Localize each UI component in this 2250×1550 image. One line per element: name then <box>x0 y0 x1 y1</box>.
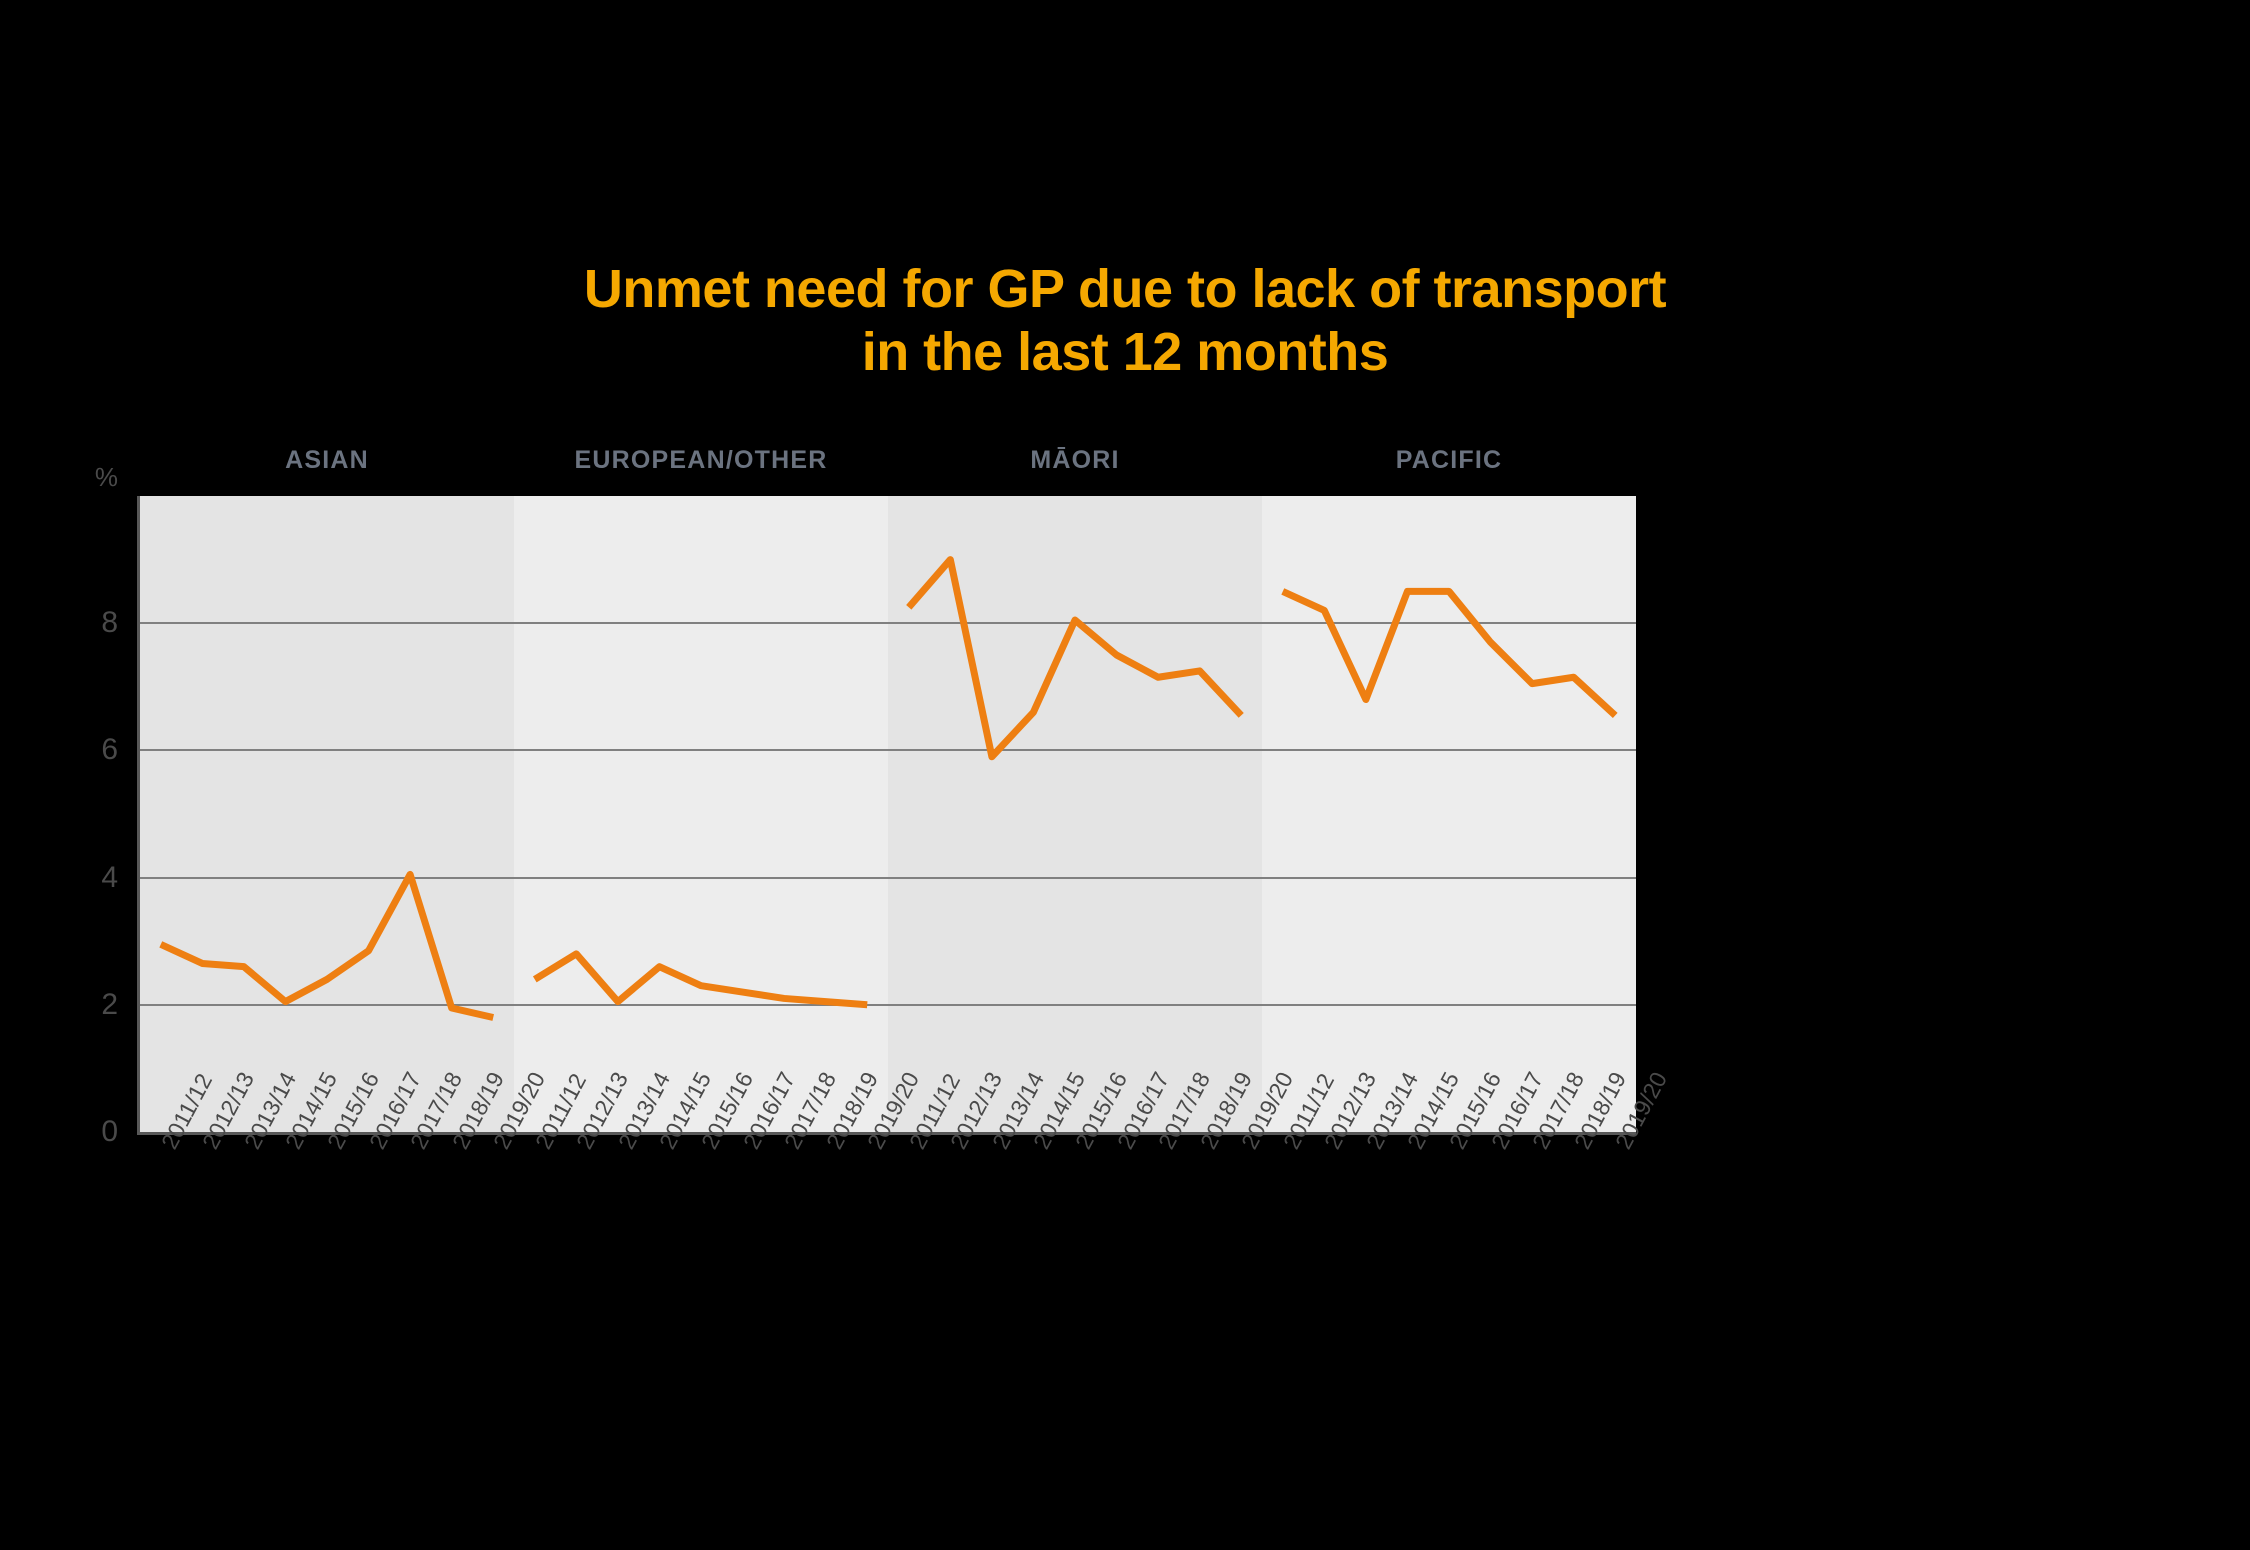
series-line-m-ori <box>906 556 1244 761</box>
chart-plot-area: ASIAN EUROPEAN/OTHER MĀORI PACIFIC 0 2 4 6 8% 2… <box>95 446 1672 1153</box>
panel-background-asian <box>140 496 514 1132</box>
series-line-asian <box>159 870 495 1021</box>
gridline-4 <box>140 876 1636 879</box>
gridline-8 <box>140 622 1636 625</box>
y-tick-label-6: 6 <box>101 733 118 767</box>
panel-title-m-ori: MĀORI <box>1030 446 1120 474</box>
y-tick-label-4: 4 <box>101 860 118 894</box>
y-axis-line <box>137 496 140 1135</box>
title-line-1: Unmet need for GP due to lack of transpo… <box>583 259 1667 319</box>
series-line-european-other <box>532 950 868 1009</box>
panel-background-m-ori <box>888 496 1262 1132</box>
gridline-2 <box>140 1003 1636 1006</box>
panel-title-european-other: EUROPEAN/OTHER <box>574 446 828 474</box>
series-lines <box>159 556 1618 1021</box>
panel-background-european-other <box>514 496 888 1132</box>
panel-title-pacific: PACIFIC <box>1395 446 1503 474</box>
page-title: Unmet need for GP due to lack of transpo… <box>0 258 2250 384</box>
gridline-6 <box>140 749 1636 752</box>
title-line-2: in the last 12 months <box>861 322 1389 383</box>
y-tick-label-2: 2 <box>101 987 118 1021</box>
y-tick-label-0: 0 <box>101 1115 118 1148</box>
y-axis-unit-label: % <box>94 462 118 492</box>
x-axis-line <box>140 1132 1636 1135</box>
panel-title-asian: ASIAN <box>285 446 369 474</box>
y-tick-label-8: 8 <box>101 606 118 640</box>
panel-background-pacific <box>1262 496 1636 1132</box>
series-line-pacific <box>1281 587 1618 718</box>
